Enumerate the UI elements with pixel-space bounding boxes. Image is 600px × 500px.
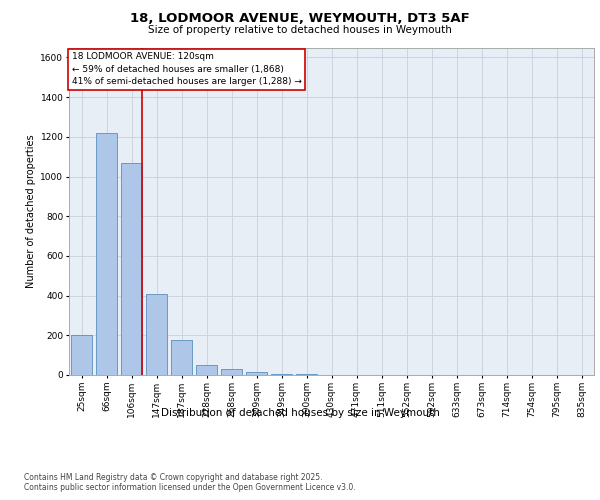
Text: Contains HM Land Registry data © Crown copyright and database right 2025.: Contains HM Land Registry data © Crown c… — [24, 472, 323, 482]
Bar — [246, 372, 267, 375]
Bar — [196, 365, 217, 375]
Bar — [271, 374, 292, 375]
Text: Size of property relative to detached houses in Weymouth: Size of property relative to detached ho… — [148, 25, 452, 35]
Text: 18, LODMOOR AVENUE, WEYMOUTH, DT3 5AF: 18, LODMOOR AVENUE, WEYMOUTH, DT3 5AF — [130, 12, 470, 26]
Bar — [221, 370, 242, 375]
Text: Contains public sector information licensed under the Open Government Licence v3: Contains public sector information licen… — [24, 484, 356, 492]
Bar — [171, 340, 192, 375]
Bar — [146, 294, 167, 375]
Y-axis label: Number of detached properties: Number of detached properties — [26, 134, 36, 288]
Text: 18 LODMOOR AVENUE: 120sqm
← 59% of detached houses are smaller (1,868)
41% of se: 18 LODMOOR AVENUE: 120sqm ← 59% of detac… — [71, 52, 302, 86]
Text: Distribution of detached houses by size in Weymouth: Distribution of detached houses by size … — [161, 408, 439, 418]
Bar — [71, 336, 92, 375]
Bar — [121, 162, 142, 375]
Bar — [296, 374, 317, 375]
Bar — [96, 133, 117, 375]
